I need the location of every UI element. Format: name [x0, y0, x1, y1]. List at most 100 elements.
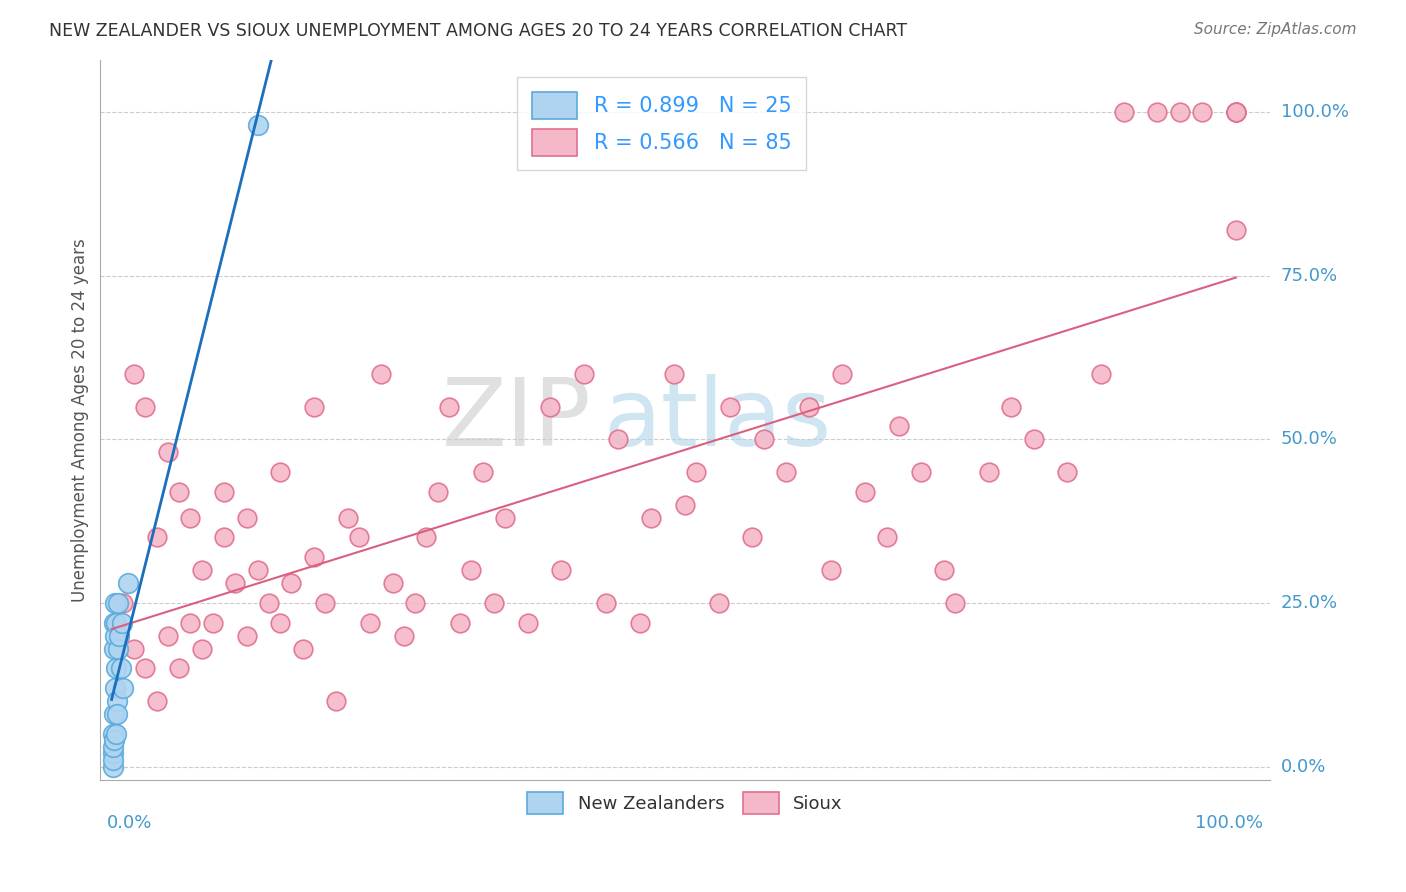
Point: [134, 400, 156, 414]
Point: [235, 511, 257, 525]
Point: [943, 596, 966, 610]
Point: [179, 511, 201, 525]
Text: 100.0%: 100.0%: [1281, 103, 1348, 121]
Point: [673, 498, 696, 512]
Text: 75.0%: 75.0%: [1281, 267, 1339, 285]
Text: ZIP: ZIP: [441, 374, 592, 466]
Point: [718, 400, 741, 414]
Point: [105, 661, 128, 675]
Point: [370, 367, 392, 381]
Point: [117, 576, 139, 591]
Point: [741, 531, 763, 545]
Point: [107, 596, 129, 610]
Point: [415, 531, 437, 545]
Point: [381, 576, 404, 591]
Point: [167, 484, 190, 499]
Point: [437, 400, 460, 414]
Point: [550, 563, 572, 577]
Point: [494, 511, 516, 525]
Point: [1090, 367, 1112, 381]
Point: [1225, 105, 1247, 120]
Point: [103, 707, 125, 722]
Legend: New Zealanders, Sioux: New Zealanders, Sioux: [520, 785, 849, 821]
Point: [302, 400, 325, 414]
Text: 0.0%: 0.0%: [1281, 757, 1326, 775]
Point: [105, 707, 128, 722]
Point: [167, 661, 190, 675]
Point: [110, 661, 132, 675]
Point: [1168, 105, 1191, 120]
Point: [932, 563, 955, 577]
Point: [538, 400, 561, 414]
Point: [105, 694, 128, 708]
Point: [105, 615, 128, 630]
Point: [1000, 400, 1022, 414]
Point: [449, 615, 471, 630]
Point: [887, 419, 910, 434]
Point: [122, 367, 145, 381]
Point: [572, 367, 595, 381]
Text: 100.0%: 100.0%: [1195, 814, 1263, 832]
Point: [876, 531, 898, 545]
Point: [269, 615, 291, 630]
Text: 25.0%: 25.0%: [1281, 594, 1339, 612]
Point: [392, 629, 415, 643]
Point: [179, 615, 201, 630]
Point: [1225, 105, 1247, 120]
Point: [1146, 105, 1168, 120]
Point: [1022, 432, 1045, 446]
Point: [107, 641, 129, 656]
Point: [105, 727, 128, 741]
Point: [156, 629, 179, 643]
Point: [595, 596, 617, 610]
Point: [104, 629, 127, 643]
Point: [111, 681, 134, 695]
Point: [775, 465, 797, 479]
Point: [752, 432, 775, 446]
Point: [471, 465, 494, 479]
Point: [325, 694, 347, 708]
Point: [101, 753, 124, 767]
Text: atlas: atlas: [603, 374, 831, 466]
Point: [820, 563, 842, 577]
Point: [460, 563, 482, 577]
Point: [134, 661, 156, 675]
Point: [201, 615, 224, 630]
Text: NEW ZEALANDER VS SIOUX UNEMPLOYMENT AMONG AGES 20 TO 24 YEARS CORRELATION CHART: NEW ZEALANDER VS SIOUX UNEMPLOYMENT AMON…: [49, 22, 907, 40]
Point: [707, 596, 730, 610]
Point: [145, 694, 167, 708]
Point: [212, 531, 235, 545]
Point: [190, 641, 212, 656]
Text: 50.0%: 50.0%: [1281, 430, 1337, 449]
Point: [347, 531, 370, 545]
Text: Source: ZipAtlas.com: Source: ZipAtlas.com: [1194, 22, 1357, 37]
Point: [103, 615, 125, 630]
Point: [853, 484, 876, 499]
Point: [662, 367, 685, 381]
Point: [108, 629, 131, 643]
Point: [426, 484, 449, 499]
Point: [1225, 105, 1247, 120]
Point: [224, 576, 246, 591]
Point: [246, 563, 269, 577]
Point: [103, 641, 125, 656]
Text: 0.0%: 0.0%: [107, 814, 153, 832]
Point: [977, 465, 1000, 479]
Point: [101, 759, 124, 773]
Point: [257, 596, 280, 610]
Point: [606, 432, 628, 446]
Point: [336, 511, 359, 525]
Point: [302, 550, 325, 565]
Point: [482, 596, 505, 610]
Point: [280, 576, 302, 591]
Point: [111, 615, 134, 630]
Point: [101, 739, 124, 754]
Point: [640, 511, 662, 525]
Point: [269, 465, 291, 479]
Point: [291, 641, 314, 656]
Point: [831, 367, 853, 381]
Point: [910, 465, 932, 479]
Point: [101, 727, 124, 741]
Point: [1225, 105, 1247, 120]
Point: [104, 681, 127, 695]
